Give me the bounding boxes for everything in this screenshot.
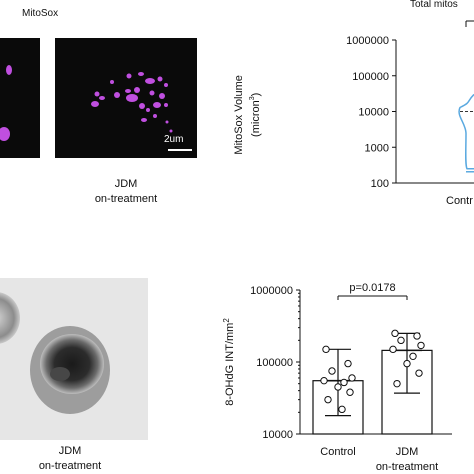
scalebar	[168, 149, 192, 151]
violin-ytick-label: 1000	[365, 142, 389, 154]
micrograph-jdm-on-treatment: 2um	[55, 38, 197, 158]
8ohdg-stain	[0, 292, 110, 414]
violin-chart: 1000000 100000 10000 1000 100 Contr	[346, 20, 474, 207]
violin-chart-title: Total mitos	[410, 0, 458, 10]
section-label: MitoSox	[22, 8, 59, 19]
data-point	[393, 379, 401, 388]
data-point	[324, 395, 332, 404]
data-point	[403, 359, 411, 368]
top-image-caption-line1: JDM	[114, 178, 138, 190]
data-point	[328, 367, 336, 375]
micrograph-8ohdg-cropped	[0, 278, 148, 440]
violin-xtick-label: Contr	[446, 195, 473, 207]
data-point	[397, 336, 405, 345]
violin-ytick-label: 100	[371, 178, 389, 190]
data-point	[346, 388, 354, 396]
data-point	[320, 376, 328, 385]
bar-ytick-label: 1000000	[250, 285, 293, 297]
violin-ytick-label: 10000	[358, 107, 389, 119]
bar-xtick-sublabel: on-treatment	[376, 461, 438, 473]
data-point	[413, 332, 421, 340]
bottom-image-caption-line2: on-treatment	[38, 460, 102, 472]
data-point	[334, 383, 342, 391]
bar-ytick-label: 100000	[256, 357, 293, 369]
mitosox-signal-blobs	[91, 72, 173, 133]
violin-ytick-label: 100000	[352, 71, 389, 83]
data-point	[409, 352, 417, 360]
bottom-image-caption-line1: JDM	[58, 445, 82, 457]
violin-shape	[458, 93, 474, 170]
bar-ylabel: 8-OHdG INT/mm2	[222, 318, 236, 406]
data-point	[389, 345, 397, 354]
scalebar-label: 2um	[164, 134, 184, 145]
data-point	[417, 341, 425, 350]
bar-xtick-label: Control	[320, 446, 355, 458]
data-point	[348, 374, 356, 382]
data-point	[322, 345, 330, 354]
bar-ylabel-sup: 2	[222, 318, 231, 323]
data-point	[340, 378, 348, 387]
top-image-caption-line2: on-treatment	[94, 193, 158, 205]
bar-ytick-label: 10000	[262, 429, 293, 441]
data-point	[391, 329, 399, 338]
micrograph-left-signal	[0, 65, 12, 141]
data-point	[338, 405, 346, 414]
data-point	[344, 359, 352, 368]
micrograph-left-cropped	[0, 38, 40, 158]
p-value-annotation: p=0.0178	[349, 282, 395, 294]
violin-ytick-label: 1000000	[346, 35, 389, 47]
bar-ylabel-text: 8-OHdG INT/mm	[224, 323, 236, 406]
bar-xtick-label: JDM	[396, 446, 419, 458]
data-point	[415, 369, 423, 377]
